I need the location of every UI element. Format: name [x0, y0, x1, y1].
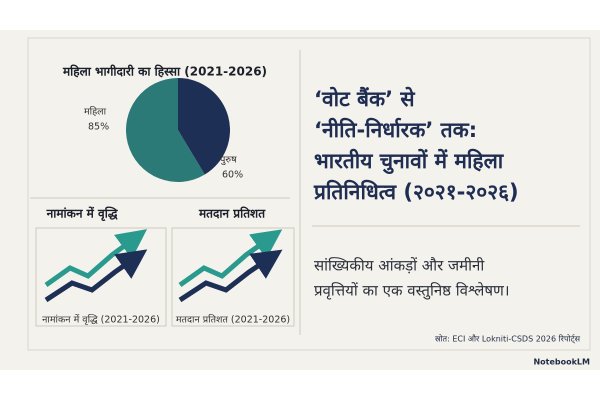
pie-value-label: 85% [88, 122, 109, 133]
trend-arrow [44, 229, 148, 288]
headline: भारतीय चुनावों में महिला [314, 148, 505, 175]
card-caption: मतदान प्रतिशत (2021-2026) [176, 314, 290, 326]
subtitle: सांख्यिकीय आंकड़ों और जमीनी [314, 257, 485, 275]
headline: ‘वोट बैंक’ से [314, 86, 415, 111]
pie [126, 78, 231, 182]
headline: प्रतिनिधित्व (२०२१-२०२६) [313, 179, 519, 204]
card [171, 227, 295, 327]
pie-slice [126, 78, 205, 182]
card [35, 227, 167, 327]
pie-title: महिला भागीदारी का हिस्सा (2021-2026) [62, 65, 267, 79]
subtitle: प्रवृत्तियों का एक वस्तुनिष्ठ विश्लेषण। [314, 282, 510, 301]
trend-arrow [178, 229, 283, 288]
card-caption: नामांकन में वृद्धि (2021-2026) [42, 314, 160, 326]
headline: ‘नीति-निर्धारक’ तक: [314, 117, 477, 142]
pie-slice [178, 78, 231, 175]
card-title: नामांकन में वृद्धि [46, 207, 118, 222]
pie-label: पुरुष [220, 155, 237, 166]
trend-arrow [44, 249, 148, 303]
pie-value-label: 60% [222, 170, 243, 181]
card-title: मतदान प्रतिशत [198, 207, 266, 221]
pie-label: महिला [84, 106, 107, 118]
trend-arrow [178, 249, 283, 303]
brand: NotebookLM [533, 358, 590, 367]
panel-frame [27, 37, 591, 351]
source: स्रोत: ECI और Lokniti-CSDS 2026 रिपोर्ट्… [435, 334, 581, 345]
